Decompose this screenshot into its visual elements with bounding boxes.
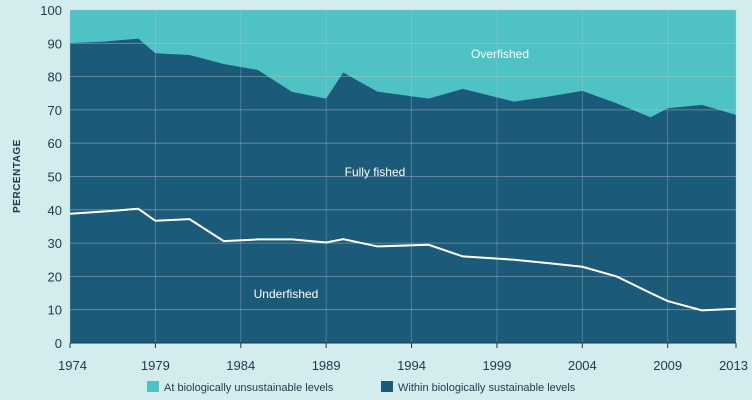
x-tick-label: 1974 [58,358,87,373]
region-label-fully-fished: Fully fished [345,165,406,179]
y-tick-label: 60 [48,136,62,151]
y-tick-label: 90 [48,36,62,51]
legend-label-sustainable: Within biologically sustainable levels [398,382,576,394]
y-tick-label: 30 [48,236,62,251]
area-sustainable [70,38,736,343]
x-tick-label: 2009 [653,358,682,373]
underfished-line [69,207,737,312]
y-tick-label: 20 [48,269,62,284]
x-tick-label: 2013 [719,358,748,373]
legend-label-unsustainable: At biologically unsustainable levels [164,382,334,394]
x-tick-label: 1994 [397,358,426,373]
y-axis-label: PERCENTAGE [12,139,23,213]
x-tick-label: 1989 [312,358,341,373]
legend: At biologically unsustainable levels Wit… [147,381,576,394]
y-tick-label: 0 [55,336,62,351]
y-axis: 0 10 20 30 40 50 60 70 80 90 100 [40,3,62,351]
y-tick-label: 70 [48,103,62,118]
legend-swatch-sustainable [381,381,393,392]
region-label-overfished: Overfished [471,47,529,61]
y-tick-label: 80 [48,70,62,85]
legend-swatch-unsustainable [147,381,159,392]
x-axis: 1974 1979 1984 1989 1994 1999 2004 2009 2013 [58,342,748,373]
region-label-underfished: Underfished [254,287,319,301]
y-tick-label: 50 [48,170,62,185]
x-tick-label: 1984 [226,358,255,373]
y-tick-label: 10 [48,303,62,318]
x-tick-label: 1999 [482,358,511,373]
x-tick-label: 1979 [141,358,170,373]
y-tick-label: 100 [40,3,62,18]
x-tick-label: 2004 [568,358,597,373]
y-tick-label: 40 [48,203,62,218]
